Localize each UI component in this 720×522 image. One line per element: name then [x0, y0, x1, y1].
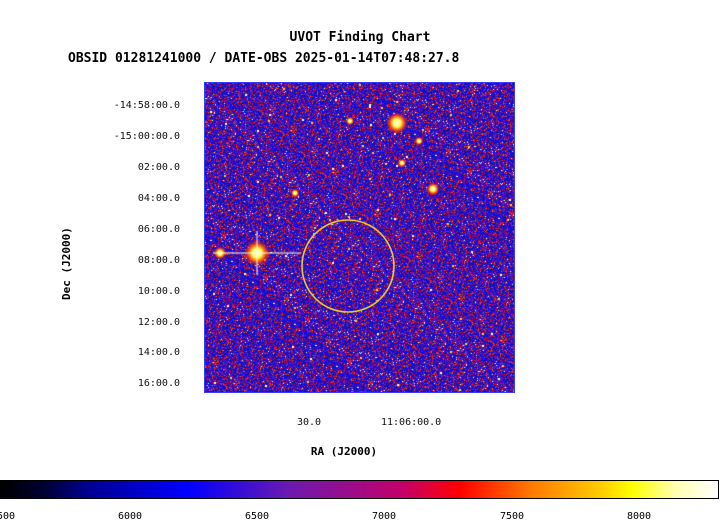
y-tick-label: 12:00.0 [137, 317, 180, 328]
chart-title: UVOT Finding Chart [289, 30, 431, 45]
source-region-circle [301, 219, 395, 313]
colorbar-tick-label: 8000 [626, 511, 652, 522]
y-tick-label: 14:00.0 [137, 347, 180, 358]
colorbar-tick-label: 7500 [499, 511, 525, 522]
y-tick-label: 08:00.0 [137, 255, 180, 266]
y-tick-label: 04:00.0 [137, 193, 180, 204]
chart-subtitle: OBSID 01281241000 / DATE-OBS 2025-01-14T… [68, 51, 460, 66]
sky-image [204, 82, 515, 393]
colorbar-tick-label: 6000 [117, 511, 143, 522]
colorbar-tick-label: 6500 [244, 511, 270, 522]
y-tick-label: 10:00.0 [137, 286, 180, 297]
colorbar [0, 480, 719, 499]
y-tick-label: -14:58:00.0 [113, 100, 180, 111]
sky-image-canvas [205, 83, 514, 392]
x-axis-label: RA (J2000) [310, 445, 378, 458]
colorbar-tick-label: 5500 [0, 511, 16, 522]
colorbar-tick-label: 7000 [371, 511, 397, 522]
source-region-overlay [301, 219, 395, 313]
y-tick-label: 06:00.0 [137, 224, 180, 235]
y-tick-label: 16:00.0 [137, 378, 180, 389]
x-tick-label: 30.0 [297, 417, 322, 428]
y-tick-label: 02:00.0 [137, 162, 180, 173]
x-tick-label: 11:06:00.0 [381, 417, 442, 428]
y-tick-label: -15:00:00.0 [113, 131, 180, 142]
y-axis-label: Dec (J2000) [60, 227, 73, 300]
